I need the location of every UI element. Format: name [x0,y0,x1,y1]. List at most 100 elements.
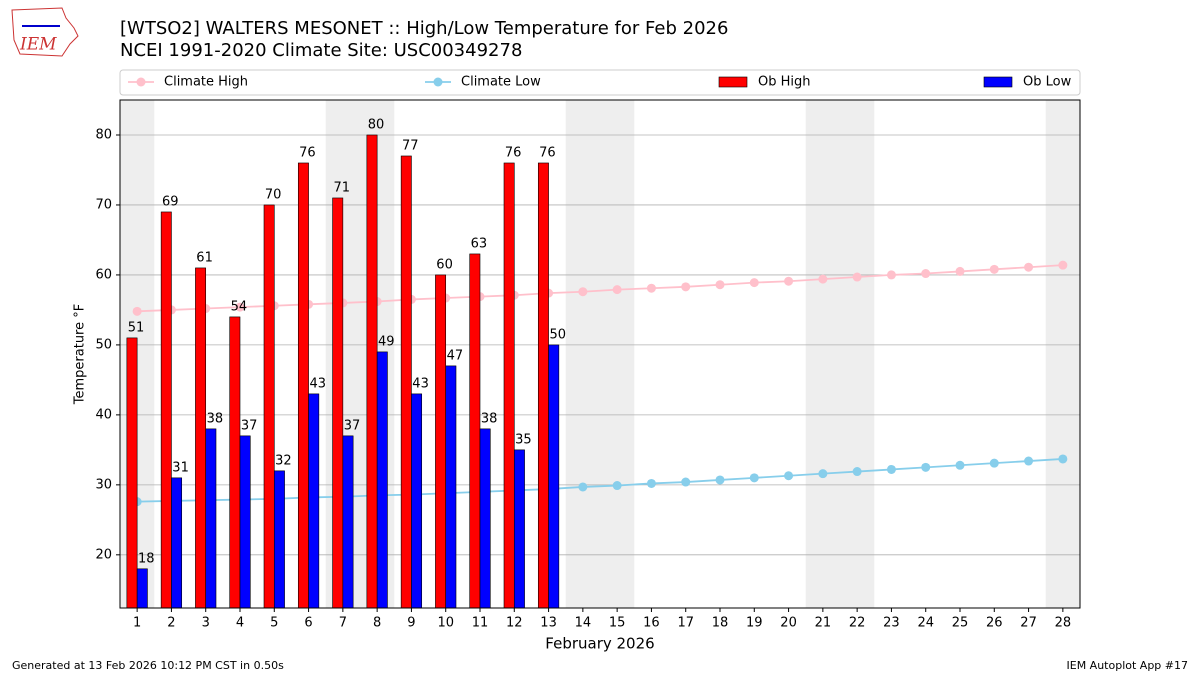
y-tick-label: 70 [95,197,112,212]
bar-value-label: 69 [162,194,179,209]
line-marker [1058,454,1068,464]
bar-value-label: 70 [265,187,282,202]
bar-value-label: 37 [344,418,361,433]
line-marker [681,282,691,292]
line-marker [715,475,725,485]
bar-value-label: 54 [231,299,248,314]
line-marker [784,471,794,481]
bar-value-label: 60 [436,257,453,272]
chart-title: [WTSO2] WALTERS MESONET :: High/Low Temp… [120,18,728,39]
line-marker [886,464,896,474]
legend-label: Ob High [758,75,811,90]
line-marker [612,285,622,295]
bar-value-label: 76 [539,145,556,160]
x-tick-label: 17 [677,616,694,631]
line-marker [578,287,588,297]
bar-value-label: 49 [378,334,395,349]
plot-frame [119,99,1081,609]
bar-value-label: 80 [368,117,385,132]
bar [366,134,378,609]
legend-swatch [983,76,1013,88]
bar-value-label: 38 [207,411,224,426]
logo-outline [11,7,79,57]
bar-value-label: 31 [172,460,189,475]
logo: IEM [11,7,79,57]
x-tick-label: 16 [643,616,660,631]
bar [548,344,560,609]
x-tick-label: 9 [407,616,415,631]
bar [332,197,344,609]
bar-value-label: 38 [481,411,498,426]
bar-value-label: 76 [299,145,316,160]
weekend-shade [840,100,875,608]
x-tick-label: 21 [815,616,832,631]
line-marker [749,473,759,483]
bar-value-label: 50 [549,327,566,342]
bar [297,162,309,609]
line-marker [955,460,965,470]
line-marker [852,272,862,282]
y-axis-label: Temperature °F [73,304,88,405]
bar [479,428,491,609]
x-tick-label: 2 [167,616,175,631]
bar-value-label: 77 [402,138,419,153]
x-tick-label: 10 [437,616,454,631]
legend-marker [433,77,443,87]
line-marker [989,458,999,468]
line-marker [749,278,759,288]
footer-right: IEM Autoplot App #17 [1067,659,1189,672]
line-marker [955,266,965,276]
legend-marker [136,77,146,87]
legend-label: Climate Low [461,75,541,90]
bar [513,449,525,609]
bar-value-label: 51 [128,320,145,335]
y-tick-label: 80 [95,127,112,142]
x-tick-label: 25 [952,616,969,631]
y-tick-label: 50 [95,337,112,352]
legend-label: Ob Low [1023,75,1072,90]
x-tick-label: 4 [236,616,244,631]
bar-value-label: 18 [138,551,155,566]
bar-value-label: 76 [505,145,522,160]
bar [503,162,515,609]
bar [376,351,388,609]
weekend-shade [565,100,600,608]
bar [400,155,412,609]
x-tick-label: 7 [339,616,347,631]
bar-value-label: 47 [447,348,464,363]
bar [136,568,148,609]
x-tick-label: 26 [986,616,1003,631]
bar [273,470,285,609]
y-tick-label: 20 [95,547,112,562]
x-tick-label: 24 [917,616,934,631]
bar-value-label: 43 [309,376,326,391]
x-tick-label: 15 [609,616,626,631]
x-tick-label: 3 [202,616,210,631]
x-tick-label: 11 [472,616,489,631]
x-tick-label: 6 [304,616,312,631]
line-marker [681,477,691,487]
bar [537,162,549,609]
line-marker [886,270,896,280]
logo-text: IEM [19,35,57,55]
weekend-shade [1045,100,1080,608]
x-tick-label: 20 [780,616,797,631]
line-marker [921,269,931,279]
bar-value-label: 71 [333,180,350,195]
y-tick-label: 30 [95,477,112,492]
bar-value-label: 43 [412,376,429,391]
bar [126,337,138,609]
line [137,264,1063,313]
bar-value-label: 32 [275,453,292,468]
x-tick-label: 12 [506,616,523,631]
legend-label: Climate High [164,75,248,90]
line-marker [646,283,656,293]
bar [445,365,457,609]
bar [160,211,172,609]
line-marker [921,462,931,472]
bar [205,428,217,609]
x-tick-label: 23 [883,616,900,631]
bar [195,267,207,609]
bar [171,477,183,609]
y-tick-label: 40 [95,407,112,422]
